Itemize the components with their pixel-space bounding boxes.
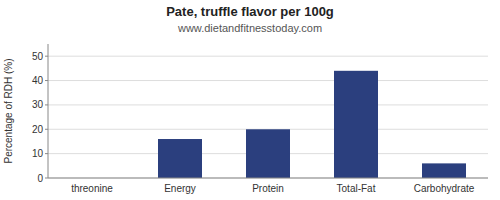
y-ticks: 0 10 20 30 40 50 (32, 51, 48, 184)
bars (158, 71, 466, 178)
bar (158, 139, 202, 178)
bar (246, 129, 290, 178)
y-label: Percentage of RDH (%) (3, 58, 14, 163)
bar (422, 163, 466, 178)
tick-label: 0 (37, 173, 43, 184)
category-label: threonine (71, 183, 113, 194)
tick-label: 20 (32, 124, 44, 135)
category-label: Carbohydrate (414, 183, 475, 194)
tick-label: 40 (32, 75, 44, 86)
category-label: Protein (252, 183, 284, 194)
title: Pate, truffle flavor per 100g (166, 4, 334, 19)
category-label: Energy (164, 183, 196, 194)
subtitle: www.dietandfitnesstoday.com (177, 22, 322, 34)
x-axis (48, 178, 488, 179)
tick-label: 50 (32, 51, 44, 62)
grid-line (48, 104, 488, 105)
bar (334, 71, 378, 178)
grid-line (48, 178, 488, 179)
grid-line (48, 80, 488, 81)
tick-label: 10 (32, 148, 44, 159)
x-ticks: threonine Energy Protein Total-Fat Carbohydr… (71, 183, 475, 194)
y-axis (48, 44, 49, 178)
grid-line (48, 56, 488, 57)
grid (48, 56, 488, 178)
chart: Pate, truffle flavor per 100g www.dietand… (0, 0, 500, 200)
tick-label: 30 (32, 99, 44, 110)
category-label: Total-Fat (337, 183, 376, 194)
